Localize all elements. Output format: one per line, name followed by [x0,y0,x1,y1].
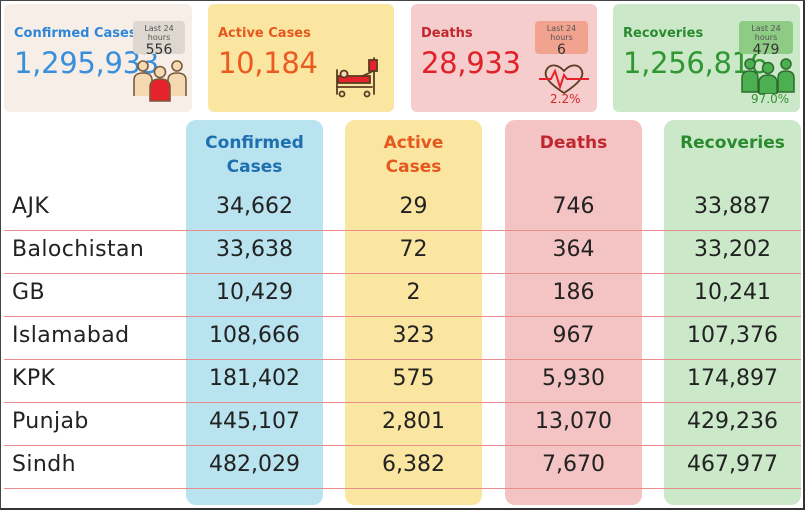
table-row: Islamabad 108,666 323 967 107,376 [0,317,805,360]
badge-label: Last 24 hours [144,24,174,42]
header-line: Recoveries [680,133,785,153]
deaths-value: 28,933 [421,46,521,80]
active-cell: 2,801 [382,409,445,434]
deaths-column [505,120,642,505]
header-line: Confirmed [205,133,304,153]
active-cell: 2 [406,280,421,305]
confirmed-column [186,120,323,505]
confirmed-last24-badge: Last 24 hours 556 [133,21,185,58]
column-header-recoveries: Recoveries [664,131,801,155]
active-cases-title: Active Cases [218,26,311,41]
column-header-active: Active Cases [345,131,482,179]
badge-label: Last 24 hours [546,24,577,42]
recoveries-cell: 33,887 [694,194,771,219]
confirmed-cases-card: Confirmed Cases 1,295,933 Last 24 hours … [4,4,192,112]
recovered-people-icon [741,58,795,94]
recoveries-percent: 97.0% [751,92,790,106]
recoveries-last24-badge: Last 24 hours 479 [739,21,793,58]
confirmed-cell: 108,666 [209,323,300,348]
heartbeat-icon [539,64,589,95]
active-cell: 6,382 [382,452,445,477]
region-name: Punjab [12,409,89,434]
recoveries-cell: 33,202 [694,237,771,262]
active-cell: 29 [399,194,428,219]
table-row: Balochistan 33,638 72 364 33,202 [0,231,805,274]
deaths-cell: 967 [552,323,595,348]
region-name: Balochistan [12,237,145,262]
deaths-cell: 5,930 [542,366,605,391]
table-row: KPK 181,402 575 5,930 174,897 [0,360,805,403]
column-header-confirmed: Confirmed Cases [186,131,323,179]
deaths-title: Deaths [421,26,473,41]
row-divider [4,316,801,317]
confirmed-cell: 445,107 [209,409,300,434]
recoveries-cell: 467,977 [687,452,778,477]
deaths-cell: 186 [552,280,595,305]
deaths-cell: 364 [552,237,595,262]
region-name: GB [12,280,45,305]
active-cell: 72 [399,237,428,262]
badge-value: 556 [145,42,173,58]
header-line: Cases [385,157,442,177]
recoveries-cell: 107,376 [687,323,778,348]
recoveries-column [664,120,801,505]
deaths-last24-badge: Last 24 hours 6 [535,21,588,58]
confirmed-cell: 181,402 [209,366,300,391]
active-cases-value: 10,184 [218,46,318,80]
active-cell: 575 [392,366,435,391]
row-divider [4,488,801,489]
confirmed-cases-title: Confirmed Cases [14,26,137,41]
table-row: AJK 34,662 29 746 33,887 [0,188,805,231]
header-line: Active [383,133,444,153]
badge-label: Last 24 hours [751,24,781,42]
active-cell: 323 [392,323,435,348]
deaths-cell: 746 [552,194,595,219]
confirmed-cell: 34,662 [216,194,293,219]
people-group-icon [133,60,187,102]
deaths-card: Deaths 28,933 Last 24 hours 6 2.2% [411,4,597,112]
row-divider [4,445,801,446]
badge-value: 479 [752,42,780,58]
active-cases-card: Active Cases 10,184 [208,4,394,112]
confirmed-cell: 482,029 [209,452,300,477]
recoveries-title: Recoveries [623,26,704,41]
recoveries-cell: 429,236 [687,409,778,434]
badge-value: 6 [557,42,566,58]
active-column [345,120,482,505]
region-name: KPK [12,366,56,391]
deaths-percent: 2.2% [550,92,581,106]
table-row: Punjab 445,107 2,801 13,070 429,236 [0,403,805,446]
header-line: Cases [226,157,283,177]
recoveries-card: Recoveries 1,256,816 Last 24 hours 479 9… [613,4,800,112]
header-line: Deaths [539,133,608,153]
row-divider [4,359,801,360]
region-name: AJK [12,194,50,219]
row-divider [4,402,801,403]
row-divider [4,230,801,231]
table-row: GB 10,429 2 186 10,241 [0,274,805,317]
region-name: Sindh [12,452,76,477]
region-name: Islamabad [12,323,130,348]
table-row: Sindh 482,029 6,382 7,670 467,977 [0,446,805,489]
column-header-deaths: Deaths [505,131,642,155]
deaths-cell: 7,670 [542,452,605,477]
recoveries-cell: 174,897 [687,366,778,391]
row-divider [4,273,801,274]
hospital-bed-icon [336,57,378,98]
confirmed-cell: 10,429 [216,280,293,305]
recoveries-cell: 10,241 [694,280,771,305]
confirmed-cell: 33,638 [216,237,293,262]
deaths-cell: 13,070 [535,409,612,434]
